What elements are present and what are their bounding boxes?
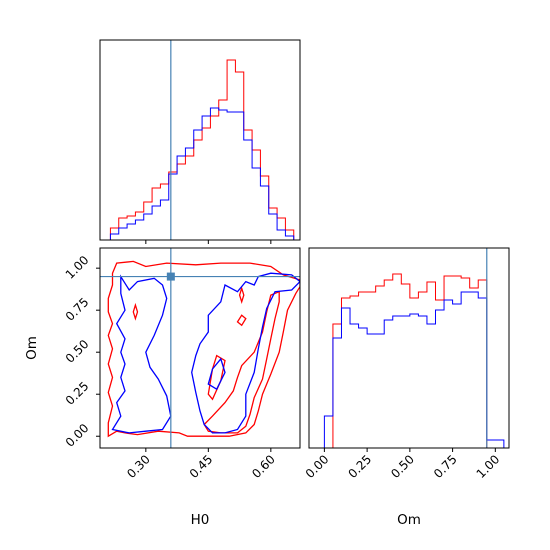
joint-xtick-label: 0.45 xyxy=(187,452,216,481)
joint-ytick-label: 0.50 xyxy=(63,337,92,366)
joint-xtick-label: 0.30 xyxy=(124,452,153,481)
joint-ytick-label: 0.00 xyxy=(63,421,92,450)
contour-5 xyxy=(236,314,247,327)
contour-8 xyxy=(207,357,226,391)
hist-Om-series-1 xyxy=(315,291,509,448)
joint-frame xyxy=(99,247,301,449)
hist-H0-series-1 xyxy=(109,107,300,240)
hist-om-xtick-label: 0.25 xyxy=(345,452,374,481)
contour-1 xyxy=(203,290,280,434)
xlabel-om: Om xyxy=(397,512,421,528)
contour-6 xyxy=(111,274,172,434)
truth-marker xyxy=(166,272,175,281)
contour-0 xyxy=(107,260,300,438)
contour-7 xyxy=(191,272,300,434)
hist-om-xtick-label: 0.50 xyxy=(388,452,417,481)
hist-om-xtick-label: 0.75 xyxy=(431,452,460,481)
joint-ytick-label: 0.25 xyxy=(63,379,92,408)
hist-om-xtick-label: 0.00 xyxy=(303,452,332,481)
xlabel-h0: H0 xyxy=(191,512,210,528)
joint-ytick-label: 1.00 xyxy=(63,253,92,282)
contour-3 xyxy=(132,302,139,321)
joint-ytick-label: 0.75 xyxy=(63,295,92,324)
hist-H0-series-0 xyxy=(109,59,300,240)
ylabel-om: Om xyxy=(24,336,40,360)
hist-om-xtick-label: 1.00 xyxy=(474,452,503,481)
joint-xtick-label: 0.60 xyxy=(249,452,278,481)
hist-Om-series-0 xyxy=(315,273,509,448)
hist-om-frame xyxy=(308,247,510,449)
hist-h0-frame xyxy=(99,39,301,241)
contour-4 xyxy=(238,286,245,304)
